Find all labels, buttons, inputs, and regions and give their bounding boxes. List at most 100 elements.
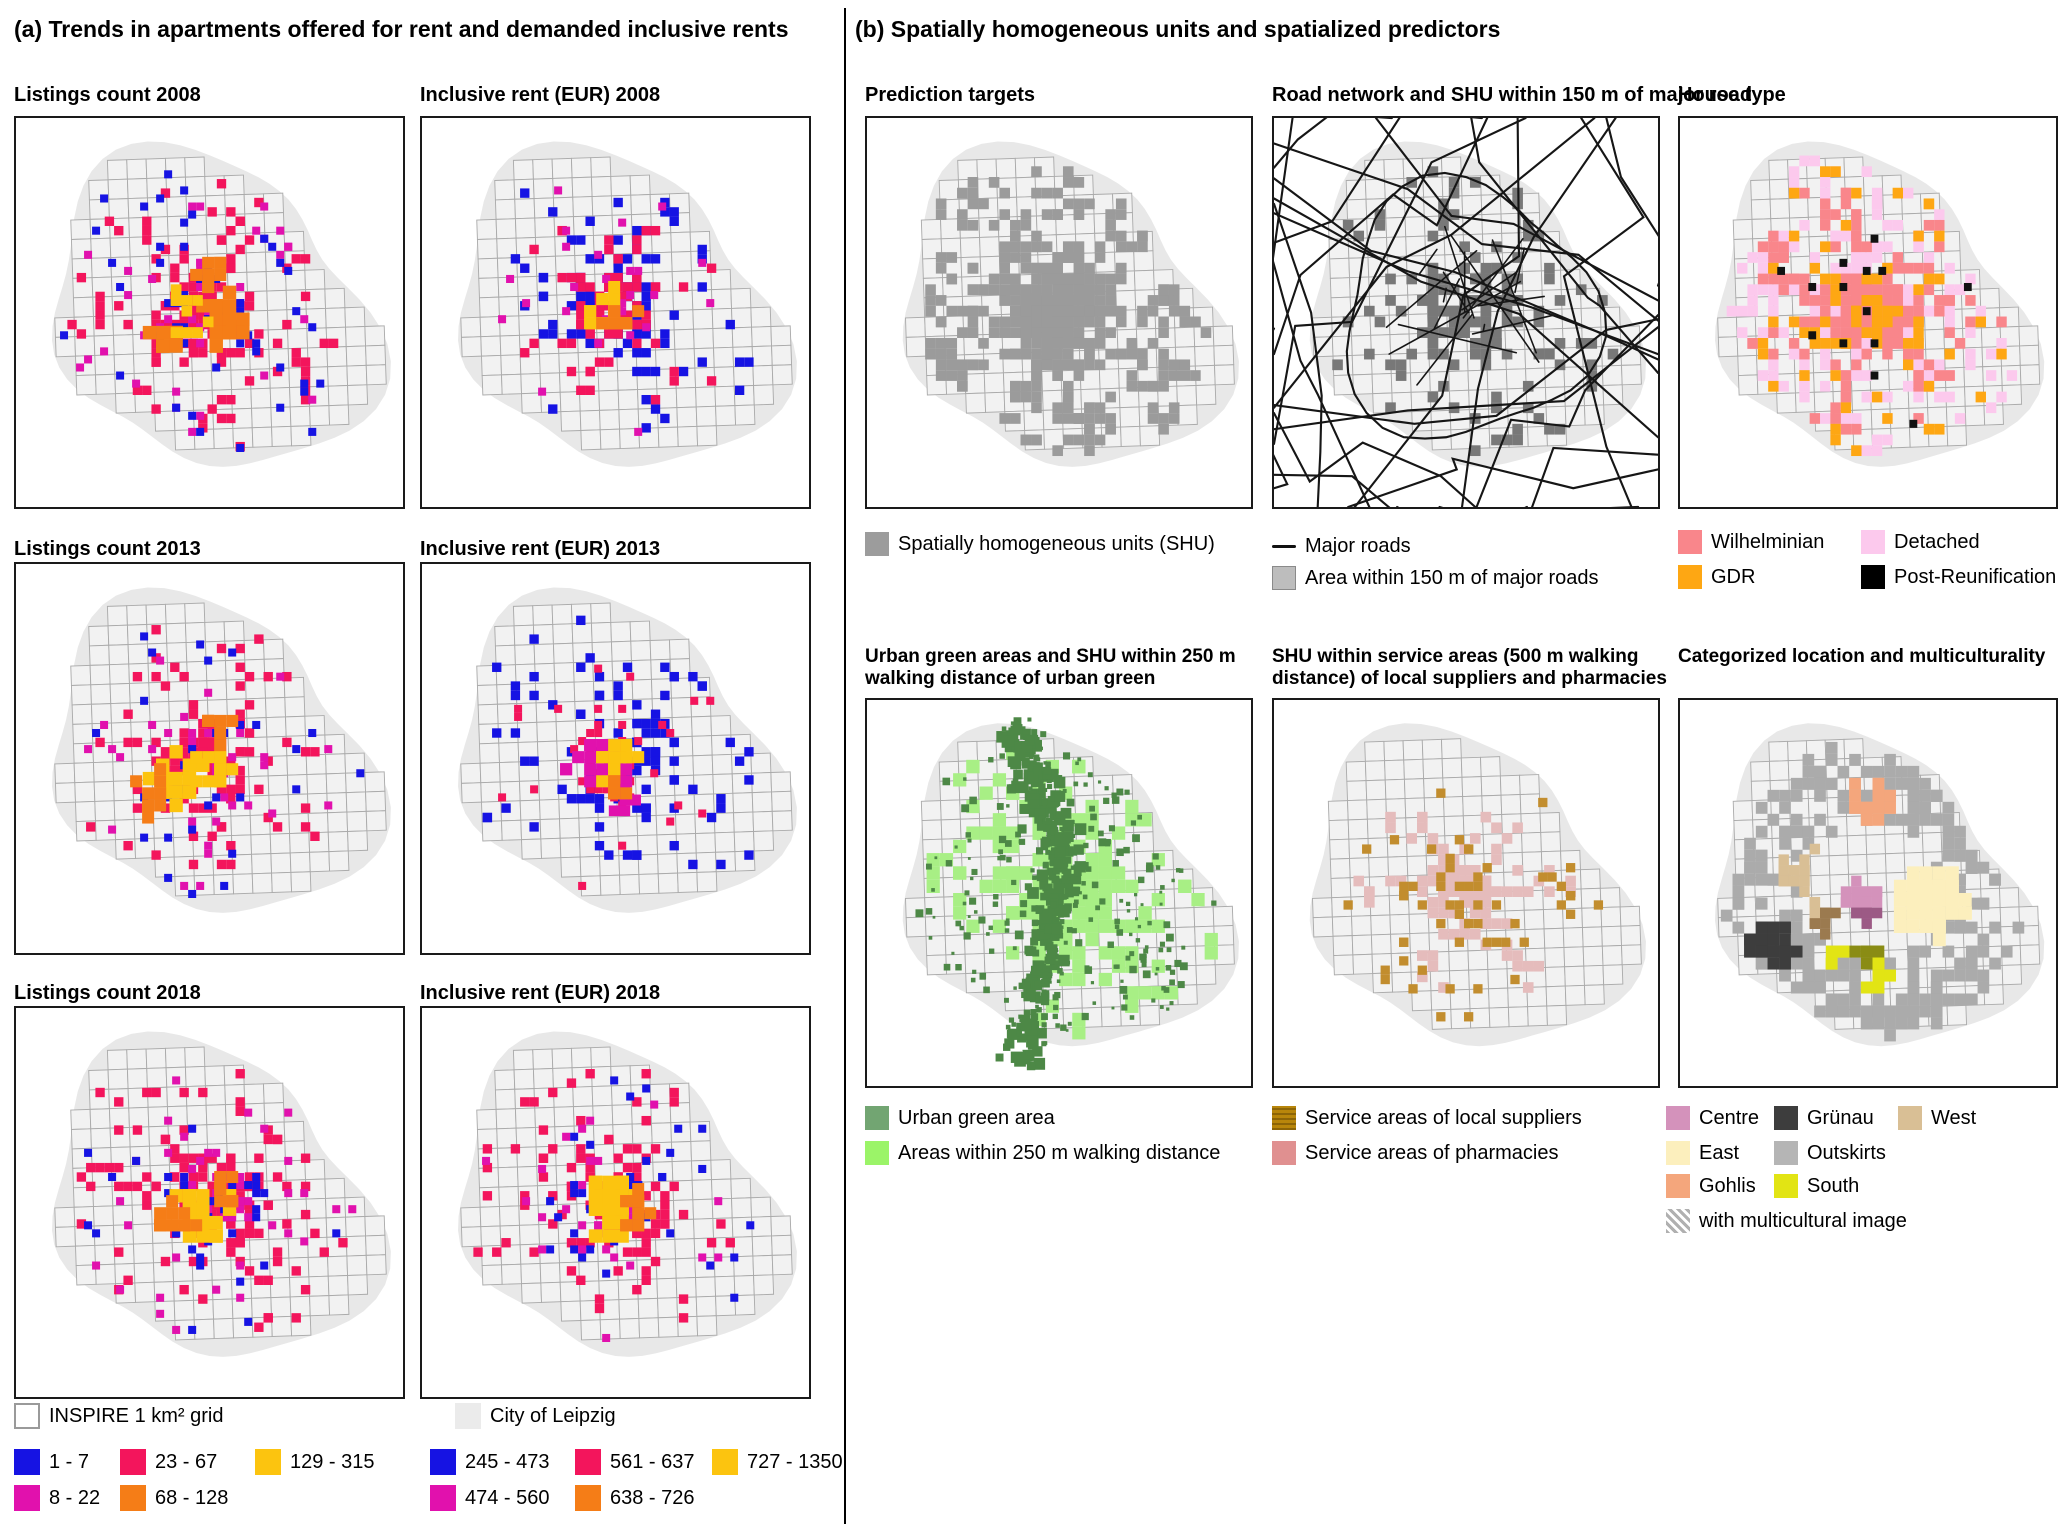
legend-label: 1 - 7 [49,1450,90,1473]
legend-item-listings-bin-5: 129 - 315 [255,1448,375,1476]
legend-item-rent-bin-4: 638 - 726 [575,1484,695,1512]
legend-item-centre: Centre [1666,1104,1759,1132]
panel-divider [844,8,846,1524]
wilhelminian-swatch [1678,530,1702,554]
map-title-categorized-location: Categorized location and multiculturalit… [1678,646,2046,667]
legend-label: Service areas of local suppliers [1305,1106,1582,1129]
legend-item-south: South [1774,1172,1859,1200]
map-rent-2008 [420,116,811,509]
legend-item-wilhelminian: Wilhelminian [1678,528,1824,556]
map-urban-green [865,698,1253,1088]
legend-label: East [1699,1141,1740,1164]
legend-label: GDR [1711,565,1756,588]
map-title-rent-2018: Inclusive rent (EUR) 2018 [420,982,661,1004]
legend-item-gdr: GDR [1678,563,1755,591]
legend-item-areas-250m: Areas within 250 m walking distance [865,1139,1220,1167]
legend-item-gruenau: Grünau [1774,1104,1874,1132]
legend-label: 8 - 22 [49,1486,101,1509]
map-title-listings-2008: Listings count 2008 [14,84,201,106]
legend-label: Service areas of pharmacies [1305,1141,1559,1164]
legend-label: Areas within 250 m walking distance [898,1141,1221,1164]
legend-label: Urban green area [898,1106,1055,1129]
legend-label: Wilhelminian [1711,530,1825,553]
legend-label: 561 - 637 [610,1450,695,1473]
bin-swatch [14,1485,40,1511]
legend-label: 129 - 315 [290,1450,375,1473]
west-swatch [1898,1106,1922,1130]
legend-item-major-roads: Major roads [1272,532,1411,560]
bin-swatch [575,1485,601,1511]
map-title-house-type: House type [1678,84,1786,106]
map-title-rent-2013: Inclusive rent (EUR) 2013 [420,538,661,560]
legend-item-urban-green-area: Urban green area [865,1104,1055,1132]
legend-label: South [1807,1174,1860,1197]
south-swatch [1774,1174,1798,1198]
legend-item-detached: Detached [1861,528,1980,556]
bin-swatch [712,1449,738,1475]
urban-green-swatch [865,1106,889,1130]
gdr-swatch [1678,565,1702,589]
legend-item-multicultural: with multicultural image [1666,1207,1907,1235]
local-suppliers-swatch [1272,1106,1296,1130]
legend-label: with multicultural image [1699,1209,1907,1232]
legend-label: City of Leipzig [490,1404,616,1427]
legend-label: West [1931,1106,1977,1129]
bin-swatch [120,1449,146,1475]
east-swatch [1666,1141,1690,1165]
multicultural-swatch [1666,1209,1690,1233]
legend-label: Gohlis [1699,1174,1756,1197]
legend-item-outskirts: Outskirts [1774,1139,1886,1167]
map-title-listings-2013: Listings count 2013 [14,538,201,560]
bin-swatch [430,1449,456,1475]
legend-label: Major roads [1305,534,1411,557]
map-title-road-network: Road network and SHU within 150 m of maj… [1272,84,1753,106]
panel-a-title: (a) Trends in apartments offered for ren… [14,16,789,42]
inspire-grid-swatch [14,1403,40,1429]
centre-swatch [1666,1106,1690,1130]
map-listings-2018 [14,1006,405,1399]
bin-swatch [255,1449,281,1475]
legend-label: Grünau [1807,1106,1874,1129]
bin-swatch [430,1485,456,1511]
map-prediction-targets [865,116,1253,509]
legend-item-rent-bin-2: 474 - 560 [430,1484,550,1512]
legend-label: Post-Reunification [1894,565,2057,588]
map-title-listings-2018: Listings count 2018 [14,982,201,1004]
detached-swatch [1861,530,1885,554]
legend-label: INSPIRE 1 km² grid [49,1404,224,1427]
map-road-network [1272,116,1660,509]
legend-item-east: East [1666,1139,1739,1167]
legend-item-listings-bin-1: 1 - 7 [14,1448,89,1476]
map-listings-2008 [14,116,405,509]
shu-swatch [865,532,889,556]
legend-item-rent-bin-1: 245 - 473 [430,1448,550,1476]
legend-item-listings-bin-2: 8 - 22 [14,1484,100,1512]
legend-label: 23 - 67 [155,1450,218,1473]
legend-item-rent-bin-5: 727 - 1350 [712,1448,843,1476]
map-categorized-location [1678,698,2058,1088]
legend-label: Area within 150 m of major roads [1305,566,1599,589]
legend-item-rent-bin-3: 561 - 637 [575,1448,695,1476]
map-house-type [1678,116,2058,509]
map-title-service-areas: SHU within service areas (500 m walking … [1272,646,1667,689]
legend-label: 474 - 560 [465,1486,550,1509]
legend-item-pharmacies: Service areas of pharmacies [1272,1139,1558,1167]
areas-250m-swatch [865,1141,889,1165]
panel-b-title: (b) Spatially homogeneous units and spat… [855,16,1501,42]
city-swatch [455,1403,481,1429]
map-title-urban-green: Urban green areas and SHU within 250 m w… [865,646,1236,689]
bin-swatch [14,1449,40,1475]
legend-item-city-of-leipzig: City of Leipzig [455,1402,616,1430]
gohlis-swatch [1666,1174,1690,1198]
outskirts-swatch [1774,1141,1798,1165]
area-150m-swatch [1272,566,1296,590]
legend-label: Centre [1699,1106,1760,1129]
legend-label: Outskirts [1807,1141,1886,1164]
legend-item-listings-bin-3: 23 - 67 [120,1448,217,1476]
legend-label: 245 - 473 [465,1450,550,1473]
map-service-areas [1272,698,1660,1088]
legend-item-area-150m: Area within 150 m of major roads [1272,564,1598,592]
legend-item-listings-bin-4: 68 - 128 [120,1484,228,1512]
legend-label: Spatially homogeneous units (SHU) [898,532,1215,555]
pharmacies-swatch [1272,1141,1296,1165]
